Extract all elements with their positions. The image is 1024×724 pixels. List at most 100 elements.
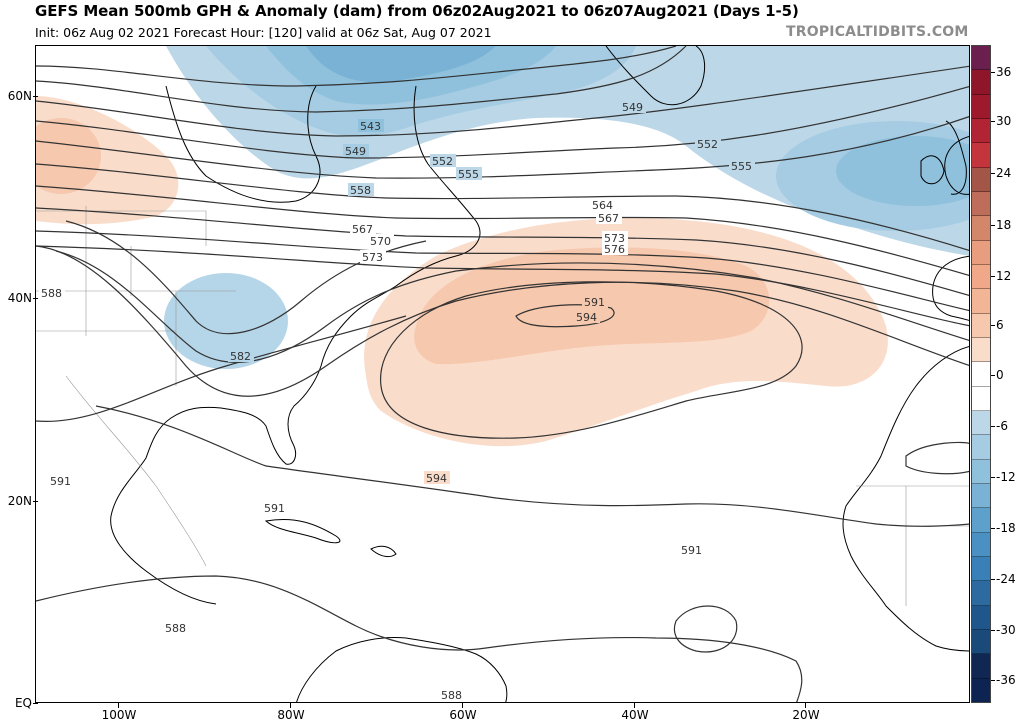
svg-text:555: 555 <box>458 168 479 181</box>
x-tick-label: 60W <box>449 708 477 722</box>
colorbar-segment <box>972 216 990 241</box>
coastlines <box>110 46 969 702</box>
contour-label: 543 <box>358 119 384 133</box>
contour-label: 570 <box>368 234 394 248</box>
colorbar-segment <box>972 313 990 338</box>
colorbar-segment <box>972 581 990 606</box>
svg-text:570: 570 <box>370 235 391 248</box>
brand-watermark: TROPICALTIDBITS.COM <box>786 24 969 40</box>
colorbar-segment <box>972 264 990 290</box>
contour-label: 591 <box>679 543 705 557</box>
svg-text:555: 555 <box>731 160 752 173</box>
colorbar-label: -6 <box>991 419 1024 433</box>
svg-text:567: 567 <box>598 212 619 225</box>
x-tick-20w: 20W <box>786 703 826 722</box>
colorbar-segment <box>972 240 990 265</box>
contour-label: 549 <box>343 144 369 158</box>
x-tick-100w: 100W <box>99 703 139 722</box>
contour-label: 555 <box>729 159 755 173</box>
contour-label: 552 <box>695 137 721 151</box>
colorbar-segment <box>972 94 990 119</box>
colorbar-label: 18 <box>991 218 1024 232</box>
colorbar-segment <box>972 459 990 484</box>
colorbar-segment <box>972 46 990 71</box>
contour-label: 549 <box>620 100 646 114</box>
colorbar-segment <box>972 410 990 436</box>
contour-label: 567 <box>596 211 622 225</box>
colorbar-label: -36 <box>991 673 1024 687</box>
colorbar-label: -24 <box>991 572 1024 586</box>
colorbar-segment <box>972 629 990 655</box>
y-tick-label: 60N <box>7 89 32 103</box>
chart-title: GEFS Mean 500mb GPH & Anomaly (dam) from… <box>35 2 799 20</box>
colorbar-segment <box>972 143 990 168</box>
contour-label: 573 <box>360 250 386 264</box>
colorbar-label: 36 <box>991 65 1024 79</box>
svg-text:591: 591 <box>584 296 605 309</box>
svg-text:552: 552 <box>697 138 718 151</box>
colorbar-segment <box>972 70 990 95</box>
svg-text:588: 588 <box>165 622 186 635</box>
contour-label: 576 <box>602 242 628 256</box>
colorbar-label: -30 <box>991 623 1024 637</box>
svg-text:558: 558 <box>350 184 371 197</box>
contour-labels: 543 549 552 555 558 564 567 567 570 573 … <box>39 100 755 702</box>
x-tick-80w: 80W <box>271 703 311 722</box>
colorbar-segment <box>972 605 990 630</box>
colorbar-segment <box>972 191 990 217</box>
contour-label: 558 <box>348 183 374 197</box>
svg-text:588: 588 <box>41 287 62 300</box>
colorbar-label: 6 <box>991 318 1024 332</box>
contour-label: 591 <box>582 295 608 309</box>
map-panel[interactable]: 543 549 552 555 558 564 567 567 570 573 … <box>35 45 970 703</box>
y-tick-label: 20N <box>7 494 32 508</box>
colorbar-segment <box>972 654 990 679</box>
svg-text:564: 564 <box>592 199 613 212</box>
colorbar <box>971 45 991 703</box>
svg-text:591: 591 <box>50 475 71 488</box>
y-tick-label: 40N <box>7 291 32 305</box>
colorbar-label: 30 <box>991 114 1024 128</box>
svg-text:582: 582 <box>230 350 251 363</box>
colorbar-label: 12 <box>991 269 1024 283</box>
height-contours <box>36 46 969 702</box>
contour-label: 594 <box>424 471 450 485</box>
contour-label: 567 <box>350 222 376 236</box>
colorbar-segment <box>972 337 990 363</box>
contour-label: 555 <box>456 167 482 181</box>
colorbar-label: -12 <box>991 470 1024 484</box>
svg-text:591: 591 <box>681 544 702 557</box>
colorbar-segment <box>972 167 990 192</box>
svg-text:543: 543 <box>360 120 381 133</box>
x-tick-40w: 40W <box>615 703 655 722</box>
contour-label: 591 <box>48 474 74 488</box>
contour-label: 588 <box>39 286 65 300</box>
contour-label: 594 <box>574 310 600 324</box>
contour-label: 588 <box>163 621 189 635</box>
colorbar-segment <box>972 532 990 557</box>
svg-text:576: 576 <box>604 243 625 256</box>
contour-label: 588 <box>439 688 465 702</box>
colorbar-label: 0 <box>991 368 1024 382</box>
colorbar-segment <box>972 483 990 509</box>
colorbar-label: 24 <box>991 166 1024 180</box>
colorbar-segment <box>972 508 990 533</box>
svg-text:588: 588 <box>441 689 462 702</box>
colorbar-segment <box>972 556 990 582</box>
svg-text:591: 591 <box>264 502 285 515</box>
y-tick-label: EQ <box>14 696 32 710</box>
x-tick-label: 100W <box>101 708 137 722</box>
x-tick-label: 40W <box>621 708 649 722</box>
y-tick-eq: EQ <box>0 696 38 710</box>
colorbar-segment <box>972 118 990 144</box>
svg-text:567: 567 <box>352 223 373 236</box>
svg-text:573: 573 <box>604 232 625 245</box>
colorbar-segment <box>972 289 990 314</box>
y-tick-60n: 60N <box>0 89 38 103</box>
x-tick-60w: 60W <box>443 703 483 722</box>
svg-text:594: 594 <box>576 311 597 324</box>
contour-label: 582 <box>228 349 254 363</box>
colorbar-segment <box>972 386 990 411</box>
chart-subtitle: Init: 06z Aug 02 2021 Forecast Hour: [12… <box>35 25 492 40</box>
contour-label: 573 <box>602 231 628 245</box>
